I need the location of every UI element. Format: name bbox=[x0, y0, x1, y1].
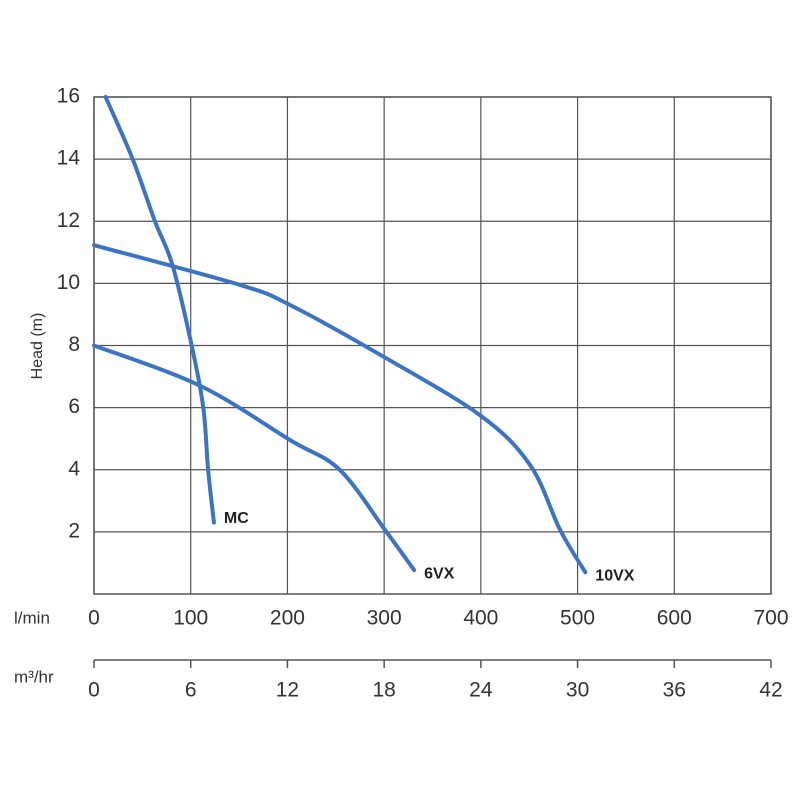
y-tick-label: 2 bbox=[68, 519, 80, 542]
x2-tick-label: 24 bbox=[469, 679, 493, 702]
x2-tick-label: 30 bbox=[566, 679, 589, 702]
curve-label: 10VX bbox=[595, 567, 634, 584]
x-tick-label: 400 bbox=[463, 607, 498, 630]
x-tick-label: 500 bbox=[560, 607, 595, 630]
y-tick-label: 16 bbox=[57, 85, 80, 108]
x-tick-label: 700 bbox=[753, 607, 788, 630]
curve-label: MC bbox=[224, 510, 249, 527]
x2-tick-label: 18 bbox=[372, 679, 395, 702]
y-axis-label: Head (m) bbox=[29, 313, 46, 380]
y-tick-label: 10 bbox=[57, 271, 80, 294]
x2-tick-label: 12 bbox=[276, 679, 299, 702]
x-axis-label: l/min bbox=[14, 608, 50, 627]
y-tick-label: 14 bbox=[57, 147, 81, 170]
curve bbox=[92, 243, 588, 575]
y-tick-label: 6 bbox=[68, 395, 80, 418]
x-tick-label: 600 bbox=[657, 607, 692, 630]
x-tick-label: 100 bbox=[173, 607, 208, 630]
x-tick-label: 0 bbox=[88, 607, 100, 630]
x2-tick-label: 42 bbox=[759, 679, 782, 702]
x2-tick-label: 6 bbox=[185, 679, 197, 702]
x-tick-label: 200 bbox=[270, 607, 305, 630]
curve bbox=[103, 95, 216, 525]
x-tick-label: 300 bbox=[367, 607, 402, 630]
curve bbox=[92, 343, 417, 573]
x2-tick-label: 0 bbox=[88, 679, 100, 702]
y-tick-label: 12 bbox=[57, 209, 80, 232]
x2-tick-label: 36 bbox=[663, 679, 686, 702]
y-tick-label: 4 bbox=[68, 457, 80, 480]
y-tick-label: 8 bbox=[68, 333, 80, 356]
x2-axis-label: m³/hr bbox=[14, 667, 54, 686]
curve-label: 6VX bbox=[424, 565, 455, 582]
